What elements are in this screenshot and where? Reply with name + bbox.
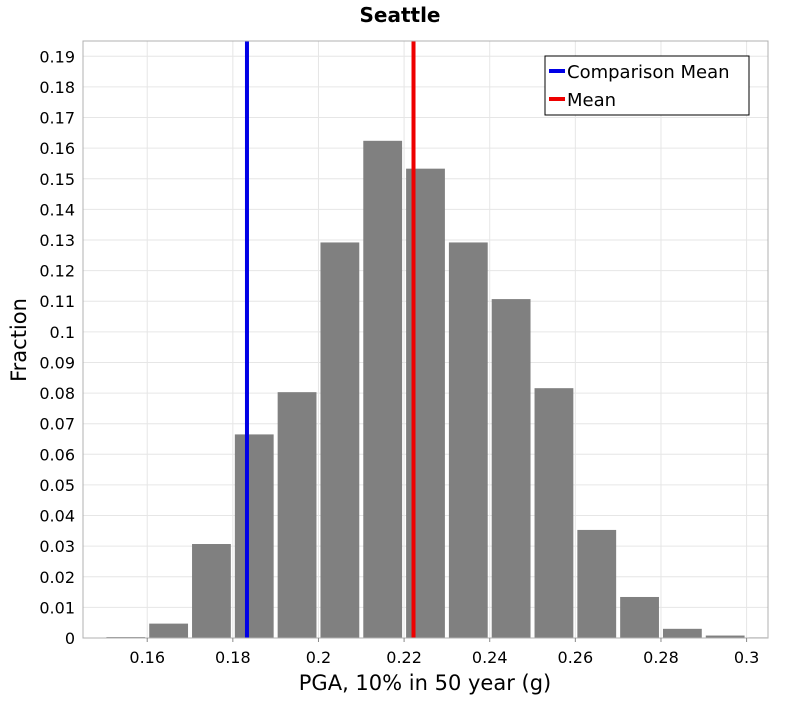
y-tick-label: 0.16 [39, 139, 75, 158]
y-tick-label: 0.04 [39, 507, 75, 526]
y-tick-label: 0.05 [39, 476, 75, 495]
y-tick-label: 0.03 [39, 537, 75, 556]
chart-title: Seattle [359, 3, 440, 27]
y-tick-label: 0.12 [39, 262, 75, 281]
histogram-bar [234, 434, 274, 638]
y-axis-ticks: 0 0.01 0.02 0.03 0.04 0.05 0.06 0.07 0.08 0.09 0.1… [39, 47, 75, 648]
x-tick-label: 0.24 [472, 648, 508, 667]
y-tick-label: 0.01 [39, 598, 75, 617]
y-tick-label: 0.07 [39, 415, 75, 434]
x-tick-label: 0.2 [306, 648, 331, 667]
y-axis-label: Fraction [7, 298, 31, 382]
x-tick-label: 0.28 [643, 648, 679, 667]
y-tick-label: 0.19 [39, 47, 75, 66]
y-tick-label: 0.11 [39, 292, 75, 311]
legend-box [544, 55, 750, 116]
mean-lines-group [244, 41, 416, 638]
x-tick-label: 0.26 [558, 648, 594, 667]
x-tick-label: 0.3 [734, 648, 759, 667]
y-tick-label: 0.18 [39, 78, 75, 97]
y-tick-label: 0.14 [39, 200, 75, 219]
histogram-bar [620, 596, 659, 638]
histogram-bar [320, 242, 360, 639]
plot-frame [82, 40, 769, 639]
histogram-bar [149, 623, 189, 638]
x-tick-label: 0.18 [215, 648, 251, 667]
y-tick-label: 0 [65, 629, 75, 648]
bars-group [106, 140, 767, 639]
histogram-bar [363, 140, 403, 638]
y-tick-label: 0.15 [39, 170, 75, 189]
histogram-bar [534, 388, 574, 638]
histogram-bar [448, 242, 488, 639]
histogram-bar [705, 635, 745, 638]
y-tick-label: 0.09 [39, 353, 75, 372]
y-tick-label: 0.17 [39, 109, 75, 128]
histogram-bar [577, 529, 617, 638]
histogram-bar [277, 392, 317, 638]
y-tick-label: 0.1 [50, 323, 75, 342]
legend-label-comparison-mean: Comparison Mean [567, 62, 730, 83]
x-tick-label: 0.22 [386, 648, 422, 667]
histogram-bar [662, 628, 702, 638]
x-axis-ticks: 0.16 0.18 0.2 0.22 0.24 0.26 0.28 0.3 [129, 638, 759, 667]
y-tick-label: 0.02 [39, 568, 75, 587]
histogram-bar [491, 299, 531, 638]
y-tick-label: 0.08 [39, 384, 75, 403]
histogram-bar [192, 544, 231, 638]
x-axis-label: PGA, 10% in 50 year (g) [299, 671, 551, 695]
y-tick-label: 0.13 [39, 231, 75, 250]
x-tick-label: 0.16 [129, 648, 165, 667]
y-tick-label: 0.06 [39, 445, 75, 464]
legend-label-mean: Mean [567, 90, 616, 111]
legend: Comparison Mean Mean [544, 55, 750, 116]
